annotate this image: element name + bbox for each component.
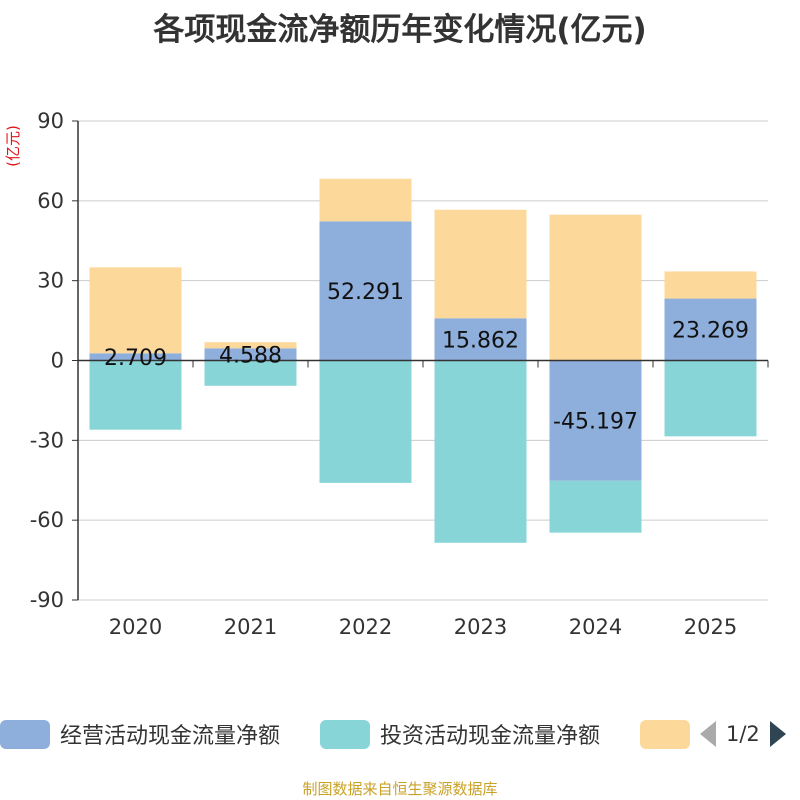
- legend-swatch-third: [640, 719, 690, 749]
- bar-2020-series-2: [89, 267, 182, 354]
- bar-2025-series-1: [664, 360, 757, 437]
- legend-label-investing: 投资活动现金流量净额: [380, 724, 601, 749]
- bar-2020-series-1: [89, 360, 182, 430]
- pager-next-icon[interactable]: [769, 721, 786, 747]
- x-tick-label: 2025: [684, 615, 737, 639]
- y-tick-label: -60: [30, 508, 64, 532]
- bar-2021-series-0: [204, 348, 297, 361]
- bar-2021-series-1: [204, 360, 297, 386]
- data-label: 4.588: [219, 343, 282, 368]
- legend-label-operating: 经营活动现金流量净额: [60, 724, 281, 749]
- x-tick-label: 2023: [454, 615, 507, 639]
- bar-2020-series-0: [89, 353, 182, 361]
- bar-2024-series-2: [549, 214, 642, 361]
- chart-title: 各项现金流净额历年变化情况(亿元): [153, 12, 647, 48]
- y-tick-label: 90: [37, 109, 64, 133]
- legend-item-third[interactable]: [640, 716, 700, 752]
- bar-2023-series-2: [434, 209, 527, 319]
- legend: 经营活动现金流量净额 投资活动现金流量净额: [0, 716, 800, 756]
- legend-pager: 1/2: [700, 716, 786, 752]
- data-label: 52.291: [327, 280, 404, 305]
- bar-2021-series-2: [204, 342, 297, 349]
- pager-prev-icon[interactable]: [700, 721, 716, 747]
- bar-2022-series-2: [319, 178, 412, 222]
- bar-2023-series-1: [434, 360, 527, 543]
- bar-2024-series-1: [549, 480, 642, 533]
- data-label: 15.862: [442, 328, 519, 353]
- bar-2023-series-0: [434, 318, 527, 361]
- y-tick-label: -30: [30, 428, 64, 452]
- bar-2022-series-1: [319, 360, 412, 483]
- x-tick-label: 2020: [109, 615, 162, 639]
- legend-swatch-operating: [0, 719, 50, 749]
- legend-swatch-investing: [320, 719, 370, 749]
- legend-item-operating[interactable]: 经营活动现金流量净额: [0, 716, 280, 752]
- pager-text: 1/2: [726, 722, 760, 746]
- y-axis-unit-label: (亿元): [4, 125, 22, 167]
- x-tick-label: 2024: [569, 615, 622, 639]
- bar-2024-series-0: [549, 360, 642, 481]
- source-note: 制图数据来自恒生聚源数据库: [302, 780, 498, 798]
- bar-2025-series-2: [664, 271, 757, 299]
- data-label: 23.269: [672, 319, 749, 344]
- bar-2022-series-0: [319, 221, 412, 361]
- data-label: -45.197: [553, 410, 638, 435]
- legend-item-investing[interactable]: 投资活动现金流量净额: [320, 716, 600, 752]
- x-tick-label: 2021: [224, 615, 277, 639]
- data-label: 2.709: [104, 346, 167, 371]
- y-tick-label: 60: [37, 189, 64, 213]
- bar-2025-series-0: [664, 298, 757, 361]
- y-tick-label: 0: [51, 349, 64, 373]
- x-tick-label: 2022: [339, 615, 392, 639]
- y-tick-label: 30: [37, 269, 64, 293]
- y-tick-label: -90: [30, 588, 64, 612]
